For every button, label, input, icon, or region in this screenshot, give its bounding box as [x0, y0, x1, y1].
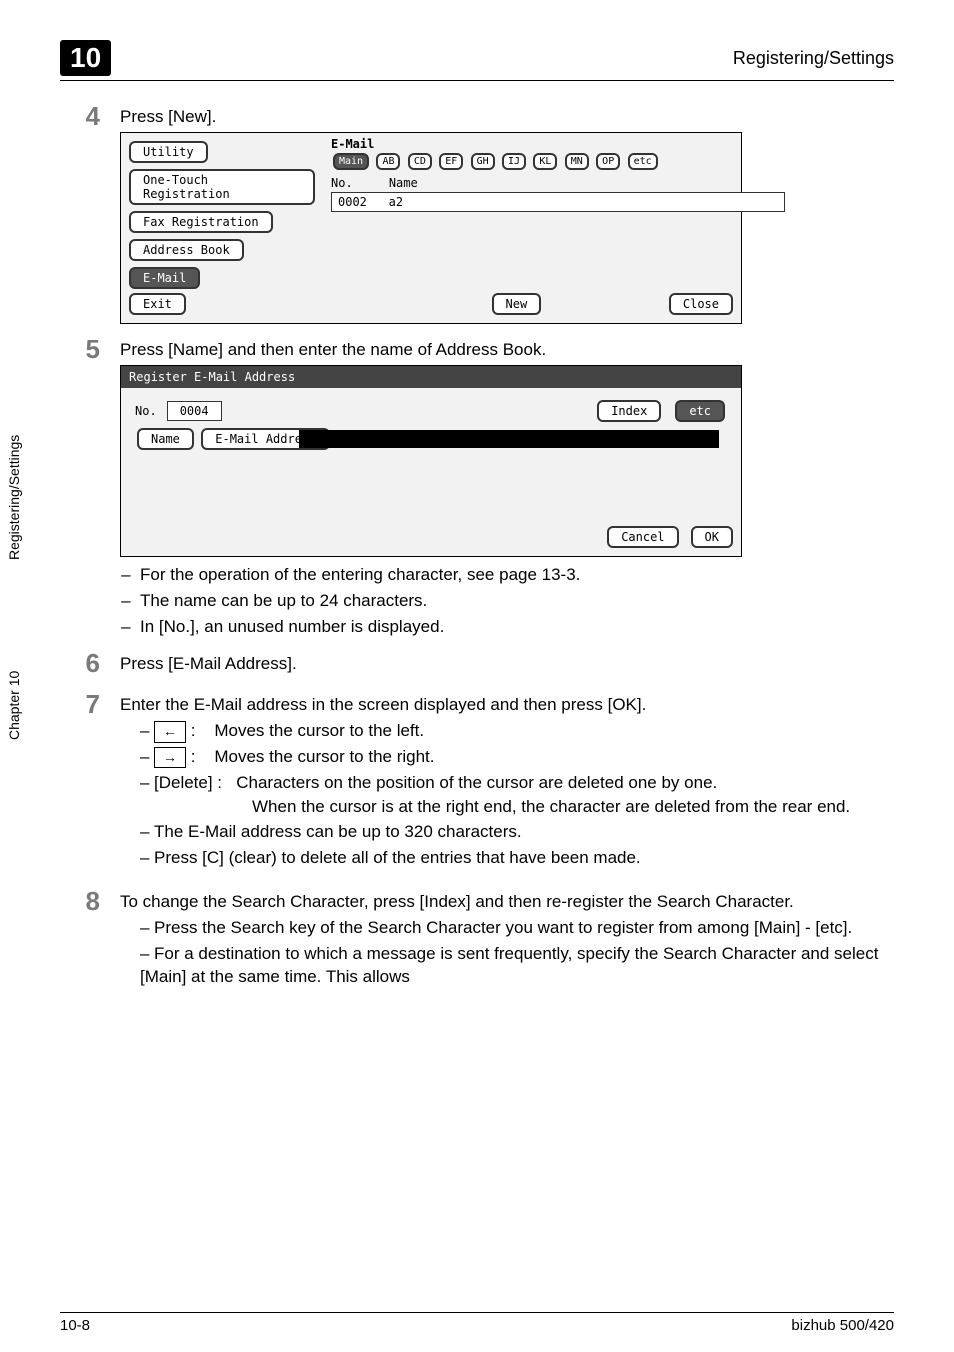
step-5-bullets: For the operation of the entering charac…: [120, 563, 894, 638]
step8-bullet-a: Press the Search key of the Search Chara…: [154, 918, 852, 937]
delete-desc-2: When the cursor is at the right end, the…: [252, 795, 850, 819]
lcd-tab-main[interactable]: Main: [333, 153, 369, 170]
screenshot-email-list: Utility One-Touch Registration Fax Regis…: [120, 132, 742, 324]
lcd-exit-button[interactable]: Exit: [129, 293, 186, 315]
list-item: In [No.], an unused number is displayed.: [140, 615, 894, 639]
list-item: The name can be up to 24 characters.: [140, 589, 894, 613]
step8-bullet-b: For a destination to which a message is …: [140, 944, 878, 987]
lcd-screen-title: E-Mail: [331, 137, 735, 151]
lcd-etc-button[interactable]: etc: [675, 400, 725, 422]
lcd-col-no: No.: [331, 176, 353, 190]
lcd-addressbook-button[interactable]: Address Book: [129, 239, 244, 261]
lcd-tab[interactable]: IJ: [502, 153, 526, 170]
step-6-text: Press [E-Mail Address].: [120, 648, 894, 679]
lcd-tab[interactable]: CD: [408, 153, 432, 170]
lcd-entry-no: 0002: [338, 195, 367, 209]
step-7-intro: Enter the E-Mail address in the screen d…: [120, 693, 894, 717]
lcd-tab[interactable]: MN: [565, 153, 589, 170]
step-5-number: 5: [60, 334, 100, 365]
step-8-intro: To change the Search Character, press [I…: [120, 890, 894, 914]
chapter-number: 10: [60, 40, 111, 76]
lcd-onetouch-button[interactable]: One-Touch Registration: [129, 169, 315, 205]
left-arrow-key: ←: [154, 721, 186, 743]
lcd-tab[interactable]: AB: [376, 153, 400, 170]
lcd-email-button[interactable]: E-Mail: [129, 267, 200, 289]
step-7-text: Enter the E-Mail address in the screen d…: [120, 689, 894, 876]
delete-label: [Delete] :: [154, 773, 222, 792]
lcd-name-button[interactable]: Name: [137, 428, 194, 450]
step-8-text: To change the Search Character, press [I…: [120, 886, 894, 995]
lcd-new-button[interactable]: New: [492, 293, 542, 315]
lcd-tab[interactable]: OP: [596, 153, 620, 170]
lcd-ok-button[interactable]: OK: [691, 526, 733, 548]
right-arrow-key: →: [154, 747, 186, 769]
lcd-tab[interactable]: etc: [628, 153, 658, 170]
lcd-entry-row[interactable]: 0002 a2: [331, 192, 785, 212]
lcd-tab[interactable]: GH: [471, 153, 495, 170]
step-5: 5 Press [Name] and then enter the name o…: [60, 334, 894, 365]
step-4-number: 4: [60, 101, 100, 132]
step-4-text: Press [New].: [120, 101, 894, 132]
lcd-no-value: 0004: [167, 401, 222, 421]
step-7-number: 7: [60, 689, 100, 876]
step7-bullet-b: Press [C] (clear) to delete all of the e…: [154, 848, 641, 867]
lcd-faxreg-button[interactable]: Fax Registration: [129, 211, 273, 233]
left-arrow-desc: Moves the cursor to the left.: [214, 721, 424, 740]
delete-desc-1: Characters on the position of the cursor…: [236, 773, 717, 792]
side-tab-section: Registering/Settings: [6, 435, 22, 560]
page-footer: 10-8 bizhub 500/420: [60, 1312, 894, 1334]
step-8-number: 8: [60, 886, 100, 995]
step-5-text: Press [Name] and then enter the name of …: [120, 334, 894, 365]
right-arrow-desc: Moves the cursor to the right.: [214, 747, 434, 766]
step-4: 4 Press [New].: [60, 101, 894, 132]
lcd-tab[interactable]: KL: [533, 153, 557, 170]
step-7: 7 Enter the E-Mail address in the screen…: [60, 689, 894, 876]
lcd-utility-button[interactable]: Utility: [129, 141, 208, 163]
list-item: For the operation of the entering charac…: [140, 563, 894, 587]
step7-bullet-a: The E-Mail address can be up to 320 char…: [154, 822, 522, 841]
footer-page-ref: 10-8: [60, 1317, 90, 1334]
lcd-index-tabs: Main AB CD EF GH IJ KL MN OP etc: [331, 151, 735, 172]
step-8: 8 To change the Search Character, press …: [60, 886, 894, 995]
lcd-col-name: Name: [389, 176, 418, 190]
footer-model: bizhub 500/420: [791, 1317, 894, 1334]
lcd-dialog-title: Register E-Mail Address: [121, 366, 741, 388]
step-8-sublist: –Press the Search key of the Search Char…: [120, 916, 894, 989]
step-6-number: 6: [60, 648, 100, 679]
lcd-no-label: No.: [135, 404, 157, 418]
lcd-cancel-button[interactable]: Cancel: [607, 526, 678, 548]
step-6: 6 Press [E-Mail Address].: [60, 648, 894, 679]
lcd-index-button[interactable]: Index: [597, 400, 661, 422]
lcd-entry-name: a2: [389, 195, 403, 209]
lcd-close-button[interactable]: Close: [669, 293, 733, 315]
page-header: 10 Registering/Settings: [60, 40, 894, 81]
lcd-name-field[interactable]: [299, 430, 719, 448]
side-tab-chapter: Chapter 10: [6, 671, 22, 740]
lcd-tab[interactable]: EF: [439, 153, 463, 170]
header-title: Registering/Settings: [733, 48, 894, 69]
step-7-sublist: –← : Moves the cursor to the left. –→ : …: [120, 719, 894, 870]
screenshot-register-email: Register E-Mail Address No. 0004 Index e…: [120, 365, 742, 557]
